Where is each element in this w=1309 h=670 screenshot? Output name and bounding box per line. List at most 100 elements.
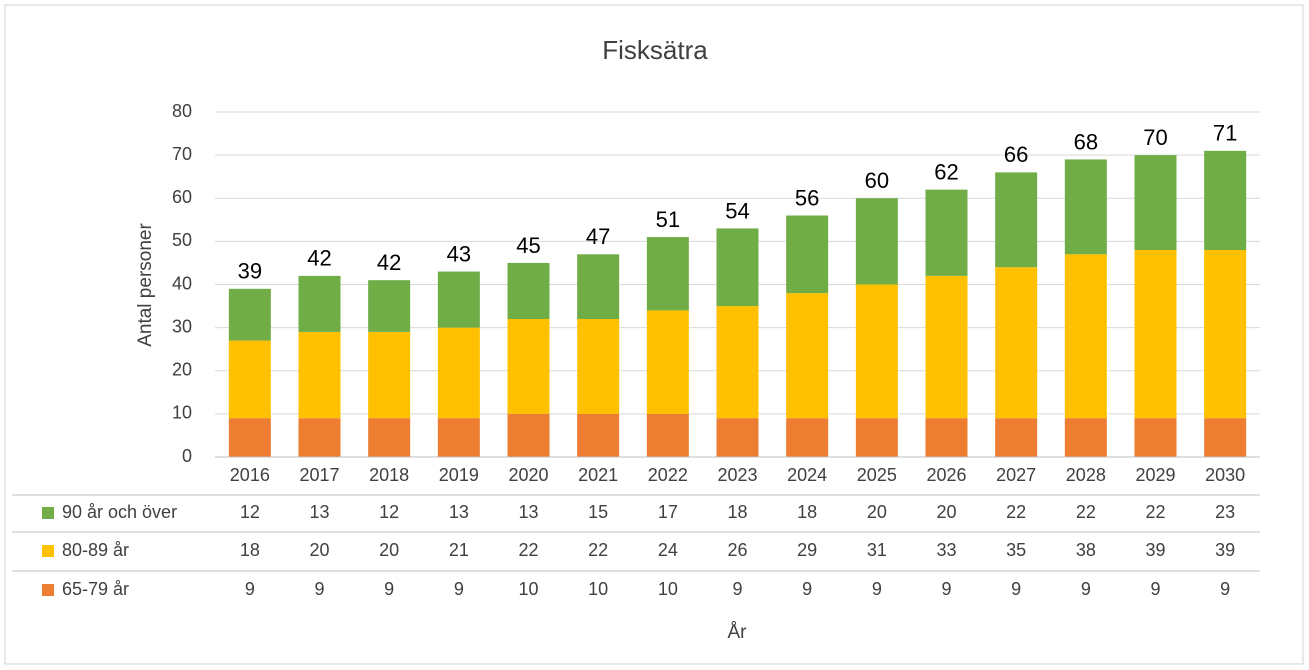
bar-segment	[716, 306, 759, 419]
bar-segment	[716, 228, 759, 307]
table-cell: 20	[379, 540, 399, 560]
bar-segment	[368, 280, 411, 332]
bar-segment	[1064, 418, 1107, 457]
bar-segment	[577, 413, 620, 457]
total-label: 45	[516, 233, 540, 258]
bar-segment	[925, 189, 968, 276]
bar-segment	[925, 275, 968, 419]
table-cell: 22	[1006, 502, 1026, 522]
table-cell: 15	[588, 502, 608, 522]
y-tick-label: 70	[172, 144, 192, 164]
table-cell: 9	[1081, 579, 1091, 599]
total-label: 51	[656, 207, 680, 232]
table-cell: 39	[1215, 540, 1235, 560]
x-tick-label: 2027	[996, 465, 1036, 485]
x-tick-label: 2020	[508, 465, 548, 485]
y-tick-label: 50	[172, 230, 192, 250]
bar-segment	[786, 215, 829, 294]
y-tick-label: 0	[182, 446, 192, 466]
table-cell: 22	[1076, 502, 1096, 522]
y-axis-label: Antal personer	[135, 223, 156, 347]
bar-segment	[646, 413, 689, 457]
table-cell: 9	[732, 579, 742, 599]
legend-swatch	[42, 584, 54, 596]
bar-segment	[298, 331, 341, 419]
table-cell: 9	[872, 579, 882, 599]
table-cell: 13	[309, 502, 329, 522]
table-cell: 22	[518, 540, 538, 560]
table-cell: 20	[936, 502, 956, 522]
table-cell: 24	[658, 540, 678, 560]
bar-segment	[437, 327, 480, 419]
y-tick-label: 40	[172, 273, 192, 293]
table-cell: 9	[245, 579, 255, 599]
bar-segment	[1134, 418, 1177, 457]
table-cell: 20	[309, 540, 329, 560]
table-cell: 10	[658, 579, 678, 599]
bar-segment	[507, 319, 550, 414]
bar-segment	[855, 418, 898, 457]
table-cell: 12	[379, 502, 399, 522]
bar-segment	[228, 418, 271, 457]
bar-segment	[925, 418, 968, 457]
bar-segment	[786, 418, 829, 457]
bar-segment	[786, 293, 829, 419]
table-cell: 38	[1076, 540, 1096, 560]
total-label: 70	[1143, 125, 1167, 150]
y-tick-label: 10	[172, 403, 192, 423]
bar-segment	[646, 310, 689, 414]
legend-label: 80-89 år	[62, 540, 129, 560]
y-tick-label: 20	[172, 360, 192, 380]
total-label: 62	[934, 159, 958, 184]
table-cell: 10	[518, 579, 538, 599]
table-cell: 9	[384, 579, 394, 599]
table-cell: 18	[797, 502, 817, 522]
table-cell: 26	[727, 540, 747, 560]
x-tick-label: 2017	[299, 465, 339, 485]
table-cell: 35	[1006, 540, 1026, 560]
table-cell: 29	[797, 540, 817, 560]
bar-segment	[228, 288, 271, 341]
total-label: 60	[865, 168, 889, 193]
bar-segment	[1204, 150, 1247, 250]
bar-segment	[368, 418, 411, 457]
x-tick-label: 2029	[1135, 465, 1175, 485]
table-cell: 22	[1145, 502, 1165, 522]
table-cell: 9	[1011, 579, 1021, 599]
y-tick-label: 60	[172, 187, 192, 207]
total-label: 71	[1213, 121, 1237, 146]
x-tick-label: 2026	[926, 465, 966, 485]
bar-segment	[437, 418, 480, 457]
bar-segment	[646, 237, 689, 311]
bar-segment	[437, 271, 480, 328]
total-label: 39	[238, 259, 262, 284]
chart-title: Fisksätra	[602, 35, 708, 65]
bar-segment	[577, 319, 620, 414]
total-label: 66	[1004, 142, 1028, 167]
bar-segment	[298, 275, 341, 332]
table-cell: 13	[518, 502, 538, 522]
total-label: 42	[307, 246, 331, 271]
x-tick-label: 2019	[439, 465, 479, 485]
bar-segment	[507, 413, 550, 457]
bar-segment	[995, 172, 1038, 268]
bar-segment	[1134, 250, 1177, 419]
table-cell: 22	[588, 540, 608, 560]
total-label: 54	[725, 198, 749, 223]
y-tick-label: 30	[172, 316, 192, 336]
x-tick-label: 2022	[648, 465, 688, 485]
table-cell: 18	[240, 540, 260, 560]
x-tick-label: 2023	[717, 465, 757, 485]
table-cell: 39	[1145, 540, 1165, 560]
table-cell: 9	[941, 579, 951, 599]
table-cell: 20	[867, 502, 887, 522]
table-cell: 21	[449, 540, 469, 560]
legend-swatch	[42, 507, 54, 519]
bar-segment	[855, 198, 898, 285]
bar-segment	[298, 418, 341, 457]
x-tick-label: 2024	[787, 465, 827, 485]
bar-segment	[507, 262, 550, 319]
bar-segment	[995, 418, 1038, 457]
table-cell: 9	[314, 579, 324, 599]
